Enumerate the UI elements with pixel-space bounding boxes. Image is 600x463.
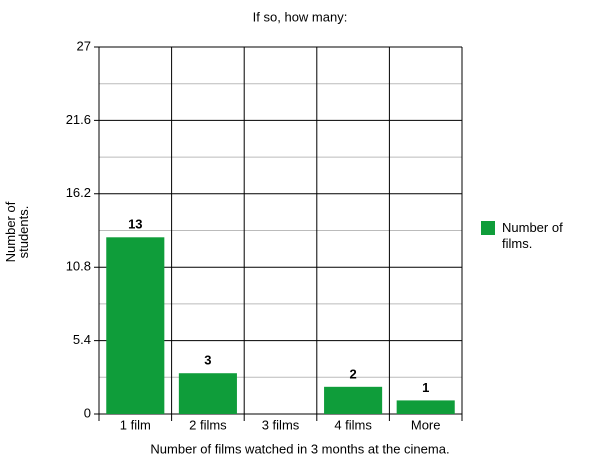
x-tick-label: 1 film bbox=[120, 417, 151, 432]
legend-swatch bbox=[481, 221, 495, 235]
x-tick-label: More bbox=[411, 417, 441, 432]
bar bbox=[178, 373, 237, 414]
x-axis-label: Number of films watched in 3 months at t… bbox=[150, 441, 449, 456]
x-tick-label: 2 films bbox=[189, 417, 227, 432]
bar bbox=[106, 237, 165, 414]
bar bbox=[396, 400, 455, 414]
data-label: 2 bbox=[349, 366, 356, 381]
y-tick-label: 5.4 bbox=[73, 332, 91, 347]
data-label: 1 bbox=[422, 380, 429, 395]
legend-label: Number of films. bbox=[502, 220, 563, 251]
y-tick-label: 21.6 bbox=[66, 112, 91, 127]
x-tick-label: 4 films bbox=[334, 417, 372, 432]
y-tick-label: 16.2 bbox=[66, 185, 91, 200]
y-tick-label: 0 bbox=[84, 405, 91, 420]
chart-title: If so, how many: bbox=[253, 9, 348, 24]
bar bbox=[324, 386, 383, 414]
y-axis-label: Number of students. bbox=[3, 201, 31, 263]
y-tick-label: 27 bbox=[77, 38, 91, 53]
data-label: 3 bbox=[204, 353, 211, 368]
data-label: 13 bbox=[128, 217, 142, 232]
y-tick-label: 10.8 bbox=[66, 259, 91, 274]
x-tick-label: 3 films bbox=[262, 417, 300, 432]
